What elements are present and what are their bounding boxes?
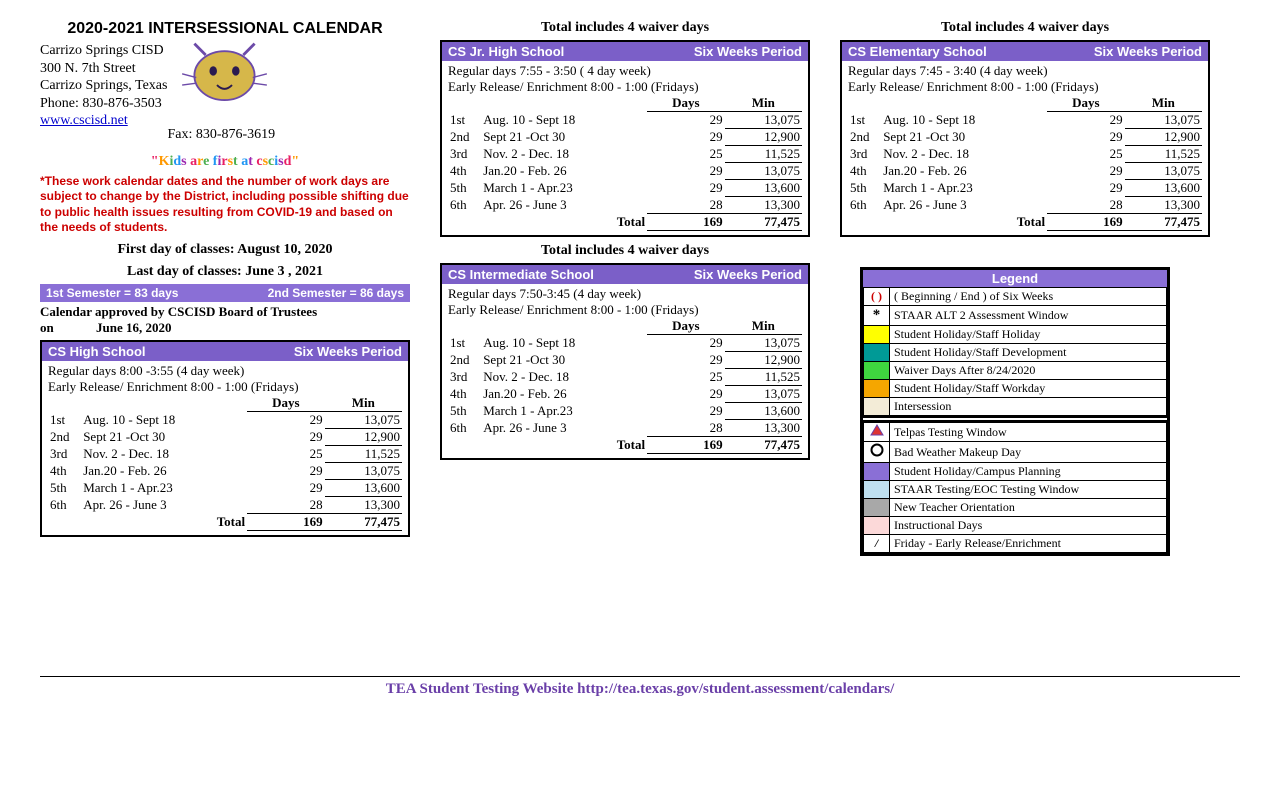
legend-row: Student Holiday/Campus Planning	[864, 463, 1167, 481]
slogan: "Kids are first at cscisd"	[40, 154, 410, 170]
legend-row: Student Holiday/Staff Development	[864, 344, 1167, 362]
legend-row: Student Holiday/Staff Holiday	[864, 326, 1167, 344]
legend-box: Legend ( )( Beginning / End ) of Six Wee…	[860, 267, 1170, 556]
fax-line: Fax: 830-876-3619	[167, 126, 275, 144]
legend-row: Instructional Days	[864, 517, 1167, 535]
periods-table: DaysMin1stAug. 10 - Sept 182913,0752ndSe…	[848, 95, 1202, 231]
legend-row: ( )( Beginning / End ) of Six Weeks	[864, 288, 1167, 306]
school-name: CS High School	[48, 344, 146, 359]
legend-text: Instructional Days	[890, 517, 1167, 535]
periods-table: DaysMin1stAug. 10 - Sept 182913,0752ndSe…	[448, 318, 802, 454]
legend-text: Student Holiday/Staff Workday	[890, 380, 1167, 398]
legend-text: STAAR Testing/EOC Testing Window	[890, 481, 1167, 499]
early-release: Early Release/ Enrichment 8:00 - 1:00 (F…	[848, 79, 1202, 95]
periods-table: DaysMin1stAug. 10 - Sept 182913,0752ndSe…	[48, 395, 402, 531]
legend-title: Legend	[863, 270, 1167, 287]
school-name: CS Elementary School	[848, 44, 987, 59]
legend-text: Waiver Days After 8/24/2020	[890, 362, 1167, 380]
legend-row: New Teacher Orientation	[864, 499, 1167, 517]
sem1-label: 1st Semester = 83 days	[46, 286, 178, 300]
sem2-label: 2nd Semester = 86 days	[268, 286, 404, 300]
regular-hours: Regular days 7:50-3:45 (4 day week)	[448, 286, 802, 302]
school-name: CS Jr. High School	[448, 44, 564, 59]
legend-row: Bad Weather Makeup Day	[864, 442, 1167, 463]
waiver-note-jr: Total includes 4 waiver days	[440, 20, 810, 36]
legend-text: Student Holiday/Campus Planning	[890, 463, 1167, 481]
website-link[interactable]: www.cscisd.net	[40, 113, 128, 128]
addr-phone: Phone: 830-876-3503	[40, 95, 167, 113]
legend-row: *STAAR ALT 2 Assessment Window	[864, 306, 1167, 326]
legend-text: STAAR ALT 2 Assessment Window	[890, 306, 1167, 326]
legend-text: ( Beginning / End ) of Six Weeks	[890, 288, 1167, 306]
legend-text: Student Holiday/Staff Development	[890, 344, 1167, 362]
legend-row: Intersession	[864, 398, 1167, 416]
mascot-logo	[177, 38, 272, 118]
early-release: Early Release/ Enrichment 8:00 - 1:00 (F…	[48, 379, 402, 395]
footer-link[interactable]: TEA Student Testing Website http://tea.t…	[40, 676, 1240, 698]
covid-notice: *These work calendar dates and the numbe…	[40, 174, 410, 236]
waiver-note-el: Total includes 4 waiver days	[840, 20, 1210, 36]
int-box: CS Intermediate School Six Weeks Period Re…	[440, 263, 810, 460]
legend-table-2: Telpas Testing WindowBad Weather Makeup …	[863, 422, 1167, 553]
six-weeks-label: Six Weeks Period	[694, 44, 802, 59]
periods-table: DaysMin1stAug. 10 - Sept 182913,0752ndSe…	[448, 95, 802, 231]
regular-hours: Regular days 7:55 - 3:50 ( 4 day week)	[448, 63, 802, 79]
regular-hours: Regular days 8:00 -3:55 (4 day week)	[48, 363, 402, 379]
legend-row: Telpas Testing Window	[864, 423, 1167, 442]
approval-line: Calendar approved by CSCISD Board of Tru…	[40, 304, 410, 336]
last-day: Last day of classes: June 3 , 2021	[40, 264, 410, 280]
legend-text: Student Holiday/Staff Holiday	[890, 326, 1167, 344]
legend-text: Intersession	[890, 398, 1167, 416]
legend-text: Friday - Early Release/Enrichment	[890, 535, 1167, 553]
early-release: Early Release/ Enrichment 8:00 - 1:00 (F…	[448, 302, 802, 318]
six-weeks-label: Six Weeks Period	[694, 267, 802, 282]
legend-row: Waiver Days After 8/24/2020	[864, 362, 1167, 380]
district-name: Carrizo Springs CISD	[40, 42, 167, 60]
doc-title: 2020-2021 INTERSESSIONAL CALENDAR	[40, 20, 410, 38]
addr-city: Carrizo Springs, Texas	[40, 77, 167, 95]
legend-row: STAAR Testing/EOC Testing Window	[864, 481, 1167, 499]
school-name: CS Intermediate School	[448, 267, 594, 282]
legend-text: New Teacher Orientation	[890, 499, 1167, 517]
early-release: Early Release/ Enrichment 8:00 - 1:00 (F…	[448, 79, 802, 95]
waiver-note-int: Total includes 4 waiver days	[440, 243, 810, 259]
hs-box: CS High School Six Weeks Period Regular da…	[40, 340, 410, 537]
address-block: Carrizo Springs CISD 300 N. 7th Street C…	[40, 42, 167, 130]
six-weeks-label: Six Weeks Period	[294, 344, 402, 359]
semester-bar: 1st Semester = 83 days 2nd Semester = 86…	[40, 284, 410, 302]
legend-row: Student Holiday/Staff Workday	[864, 380, 1167, 398]
first-day: First day of classes: August 10, 2020	[40, 242, 410, 258]
legend-text: Telpas Testing Window	[890, 423, 1167, 442]
el-box: CS Elementary School Six Weeks Period Regu…	[840, 40, 1210, 237]
addr-line1: 300 N. 7th Street	[40, 60, 167, 78]
jr-box: CS Jr. High School Six Weeks Period Regula…	[440, 40, 810, 237]
six-weeks-label: Six Weeks Period	[1094, 44, 1202, 59]
legend-row: /Friday - Early Release/Enrichment	[864, 535, 1167, 553]
legend-table-1: ( )( Beginning / End ) of Six Weeks*STAA…	[863, 287, 1167, 416]
legend-text: Bad Weather Makeup Day	[890, 442, 1167, 463]
regular-hours: Regular days 7:45 - 3:40 (4 day week)	[848, 63, 1202, 79]
